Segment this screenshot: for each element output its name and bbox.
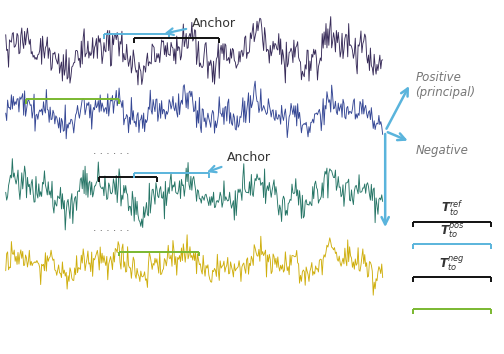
Text: . . . . . .: . . . . . . xyxy=(93,145,130,155)
Text: $\boldsymbol{T}^{pos}_{to}$: $\boldsymbol{T}^{pos}_{to}$ xyxy=(439,221,464,240)
Text: . . . . . .: . . . . . . xyxy=(93,223,130,233)
Text: Anchor: Anchor xyxy=(209,150,271,172)
Text: $\boldsymbol{T}^{ref}_{to}$: $\boldsymbol{T}^{ref}_{to}$ xyxy=(440,198,463,218)
Text: Positive
(principal): Positive (principal) xyxy=(415,71,475,99)
Text: $\boldsymbol{T}^{neg}_{to}$: $\boldsymbol{T}^{neg}_{to}$ xyxy=(439,254,465,273)
Text: Anchor: Anchor xyxy=(167,17,236,35)
Text: Negative: Negative xyxy=(415,143,468,156)
